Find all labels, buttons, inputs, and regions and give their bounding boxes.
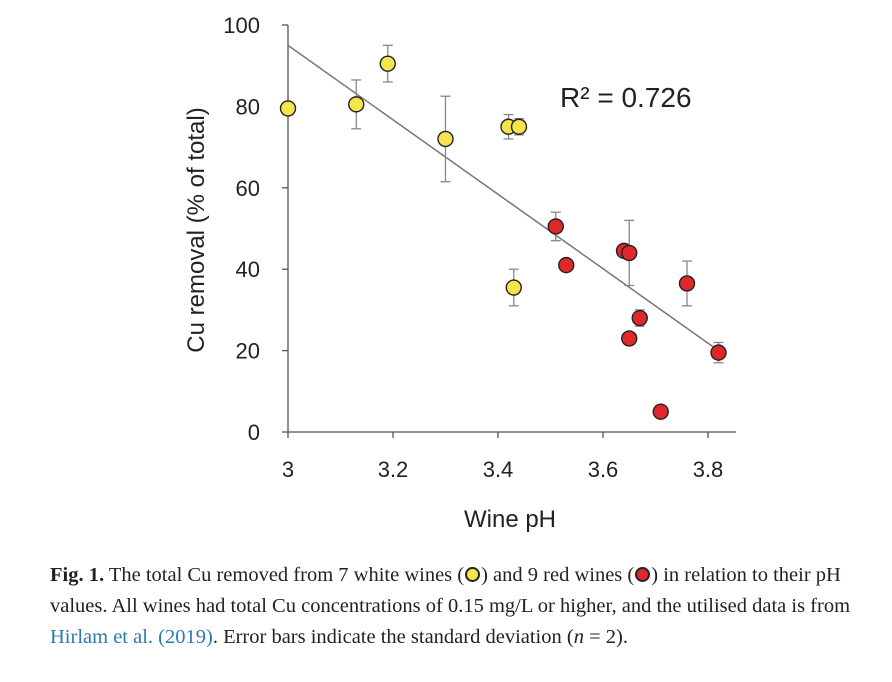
x-axis-title: Wine pH (464, 506, 556, 533)
caption-text-3: ) in relation to their pH values. All wi… (50, 564, 851, 617)
x-tick-label: 3 (282, 457, 294, 482)
y-tick-label: 20 (236, 339, 260, 364)
x-tick-label: 3.6 (588, 457, 619, 482)
x-tick-label: 3.8 (693, 457, 724, 482)
data-point (510, 118, 528, 135)
r-squared-annotation: R² = 0.726 (560, 82, 692, 113)
data-point (348, 96, 365, 113)
data-point (621, 330, 638, 347)
y-tick-label: 60 (236, 176, 260, 201)
n-variable: n (573, 626, 584, 648)
trendline (287, 44, 719, 352)
marks-group (279, 44, 727, 420)
caption-text-5: = 2). (583, 626, 628, 648)
white-wine-symbol (465, 567, 481, 582)
scatter-chart: 3 3.2 3.4 3.6 3.8 0 20 40 60 80 100 R² = 0.726 Win… (183, 13, 736, 533)
data-point (710, 344, 727, 361)
citation-link[interactable]: Hirlam et al. (2019) (50, 626, 213, 648)
data-point (505, 279, 522, 296)
y-axis-title: Cu removal (% of total) (183, 107, 210, 352)
data-point (279, 100, 297, 117)
red-wine-symbol (635, 567, 651, 582)
data-point (379, 55, 396, 72)
axes-group: 3 3.2 3.4 3.6 3.8 0 20 40 60 80 100 (223, 13, 736, 482)
figure-caption: Fig. 1. The total Cu removed from 7 whit… (50, 560, 872, 653)
caption-text-4: . Error bars indicate the standard devia… (212, 626, 574, 648)
caption-text-1: The total Cu removed from 7 white wines … (104, 564, 465, 586)
y-tick-label: 0 (248, 420, 260, 445)
figure-label: Fig. 1. (50, 564, 105, 586)
caption-text-2: ) and 9 red wines ( (481, 564, 635, 586)
x-tick-label: 3.4 (483, 457, 514, 482)
data-point (437, 130, 454, 148)
y-tick-label: 100 (223, 13, 260, 38)
x-tick-label: 3.2 (378, 457, 409, 482)
data-point (652, 403, 669, 420)
y-tick-label: 40 (236, 257, 260, 282)
data-point (678, 275, 696, 292)
data-point (558, 256, 575, 274)
y-tick-label: 80 (236, 94, 260, 119)
data-point (631, 309, 648, 327)
data-point (547, 218, 564, 235)
data-point (621, 244, 638, 262)
